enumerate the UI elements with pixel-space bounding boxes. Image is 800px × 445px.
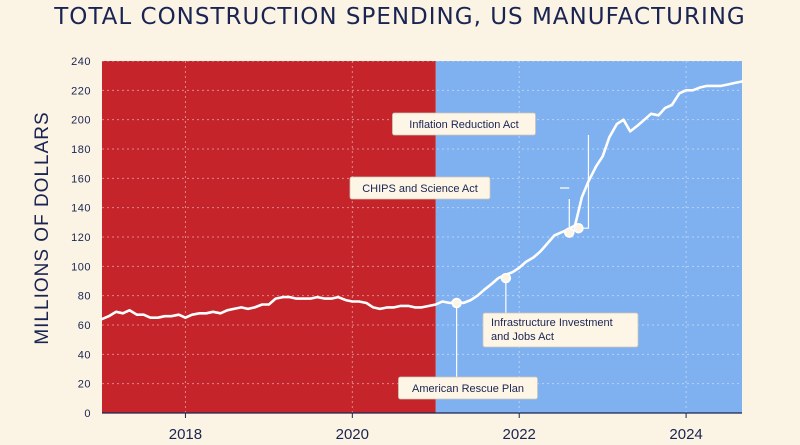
y-tick-label: 60 <box>78 320 91 332</box>
annotation-label: Inflation Reduction Act <box>409 119 518 131</box>
series-line <box>100 80 744 321</box>
annotation-label: CHIPS and Science Act <box>362 183 478 195</box>
x-tick-label: 2024 <box>669 426 702 443</box>
annotation-label: American Rescue Plan <box>412 383 524 395</box>
x-tick-label: 2022 <box>503 426 536 443</box>
y-tick-label: 220 <box>71 85 91 97</box>
y-tick-label: 100 <box>71 261 91 273</box>
y-tick-label: 240 <box>71 56 91 68</box>
annotation-leader <box>560 187 570 233</box>
y-tick-label: 40 <box>78 349 91 361</box>
annotation-marker <box>451 297 462 309</box>
annotation-box <box>398 376 538 400</box>
annotation-marker <box>564 227 575 238</box>
chart-title: TOTAL CONSTRUCTION SPENDING, US MANUFACT… <box>54 4 746 30</box>
annotation-marker <box>573 222 584 234</box>
annotation-box <box>349 176 491 200</box>
y-tick-label: 80 <box>78 291 91 303</box>
background-region-red <box>102 61 436 413</box>
x-tick-label: 2020 <box>336 426 369 443</box>
x-tick-label: 2018 <box>169 426 202 443</box>
annotation-box <box>482 312 639 348</box>
y-tick-label: 200 <box>71 115 91 127</box>
y-tick-label: 0 <box>84 408 91 420</box>
annotation-box <box>392 112 536 136</box>
annotation-label: Infrastructure Investment and Jobs Act <box>491 317 613 343</box>
y-tick-label: 140 <box>71 203 91 215</box>
y-tick-label: 160 <box>71 173 91 185</box>
annotation-marker <box>500 272 512 284</box>
y-tick-label: 120 <box>71 232 91 244</box>
y-tick-label: 20 <box>78 379 91 391</box>
y-tick-label: 180 <box>71 144 91 156</box>
y-axis-label: MILLIONS OF DOLLARS <box>32 111 53 344</box>
